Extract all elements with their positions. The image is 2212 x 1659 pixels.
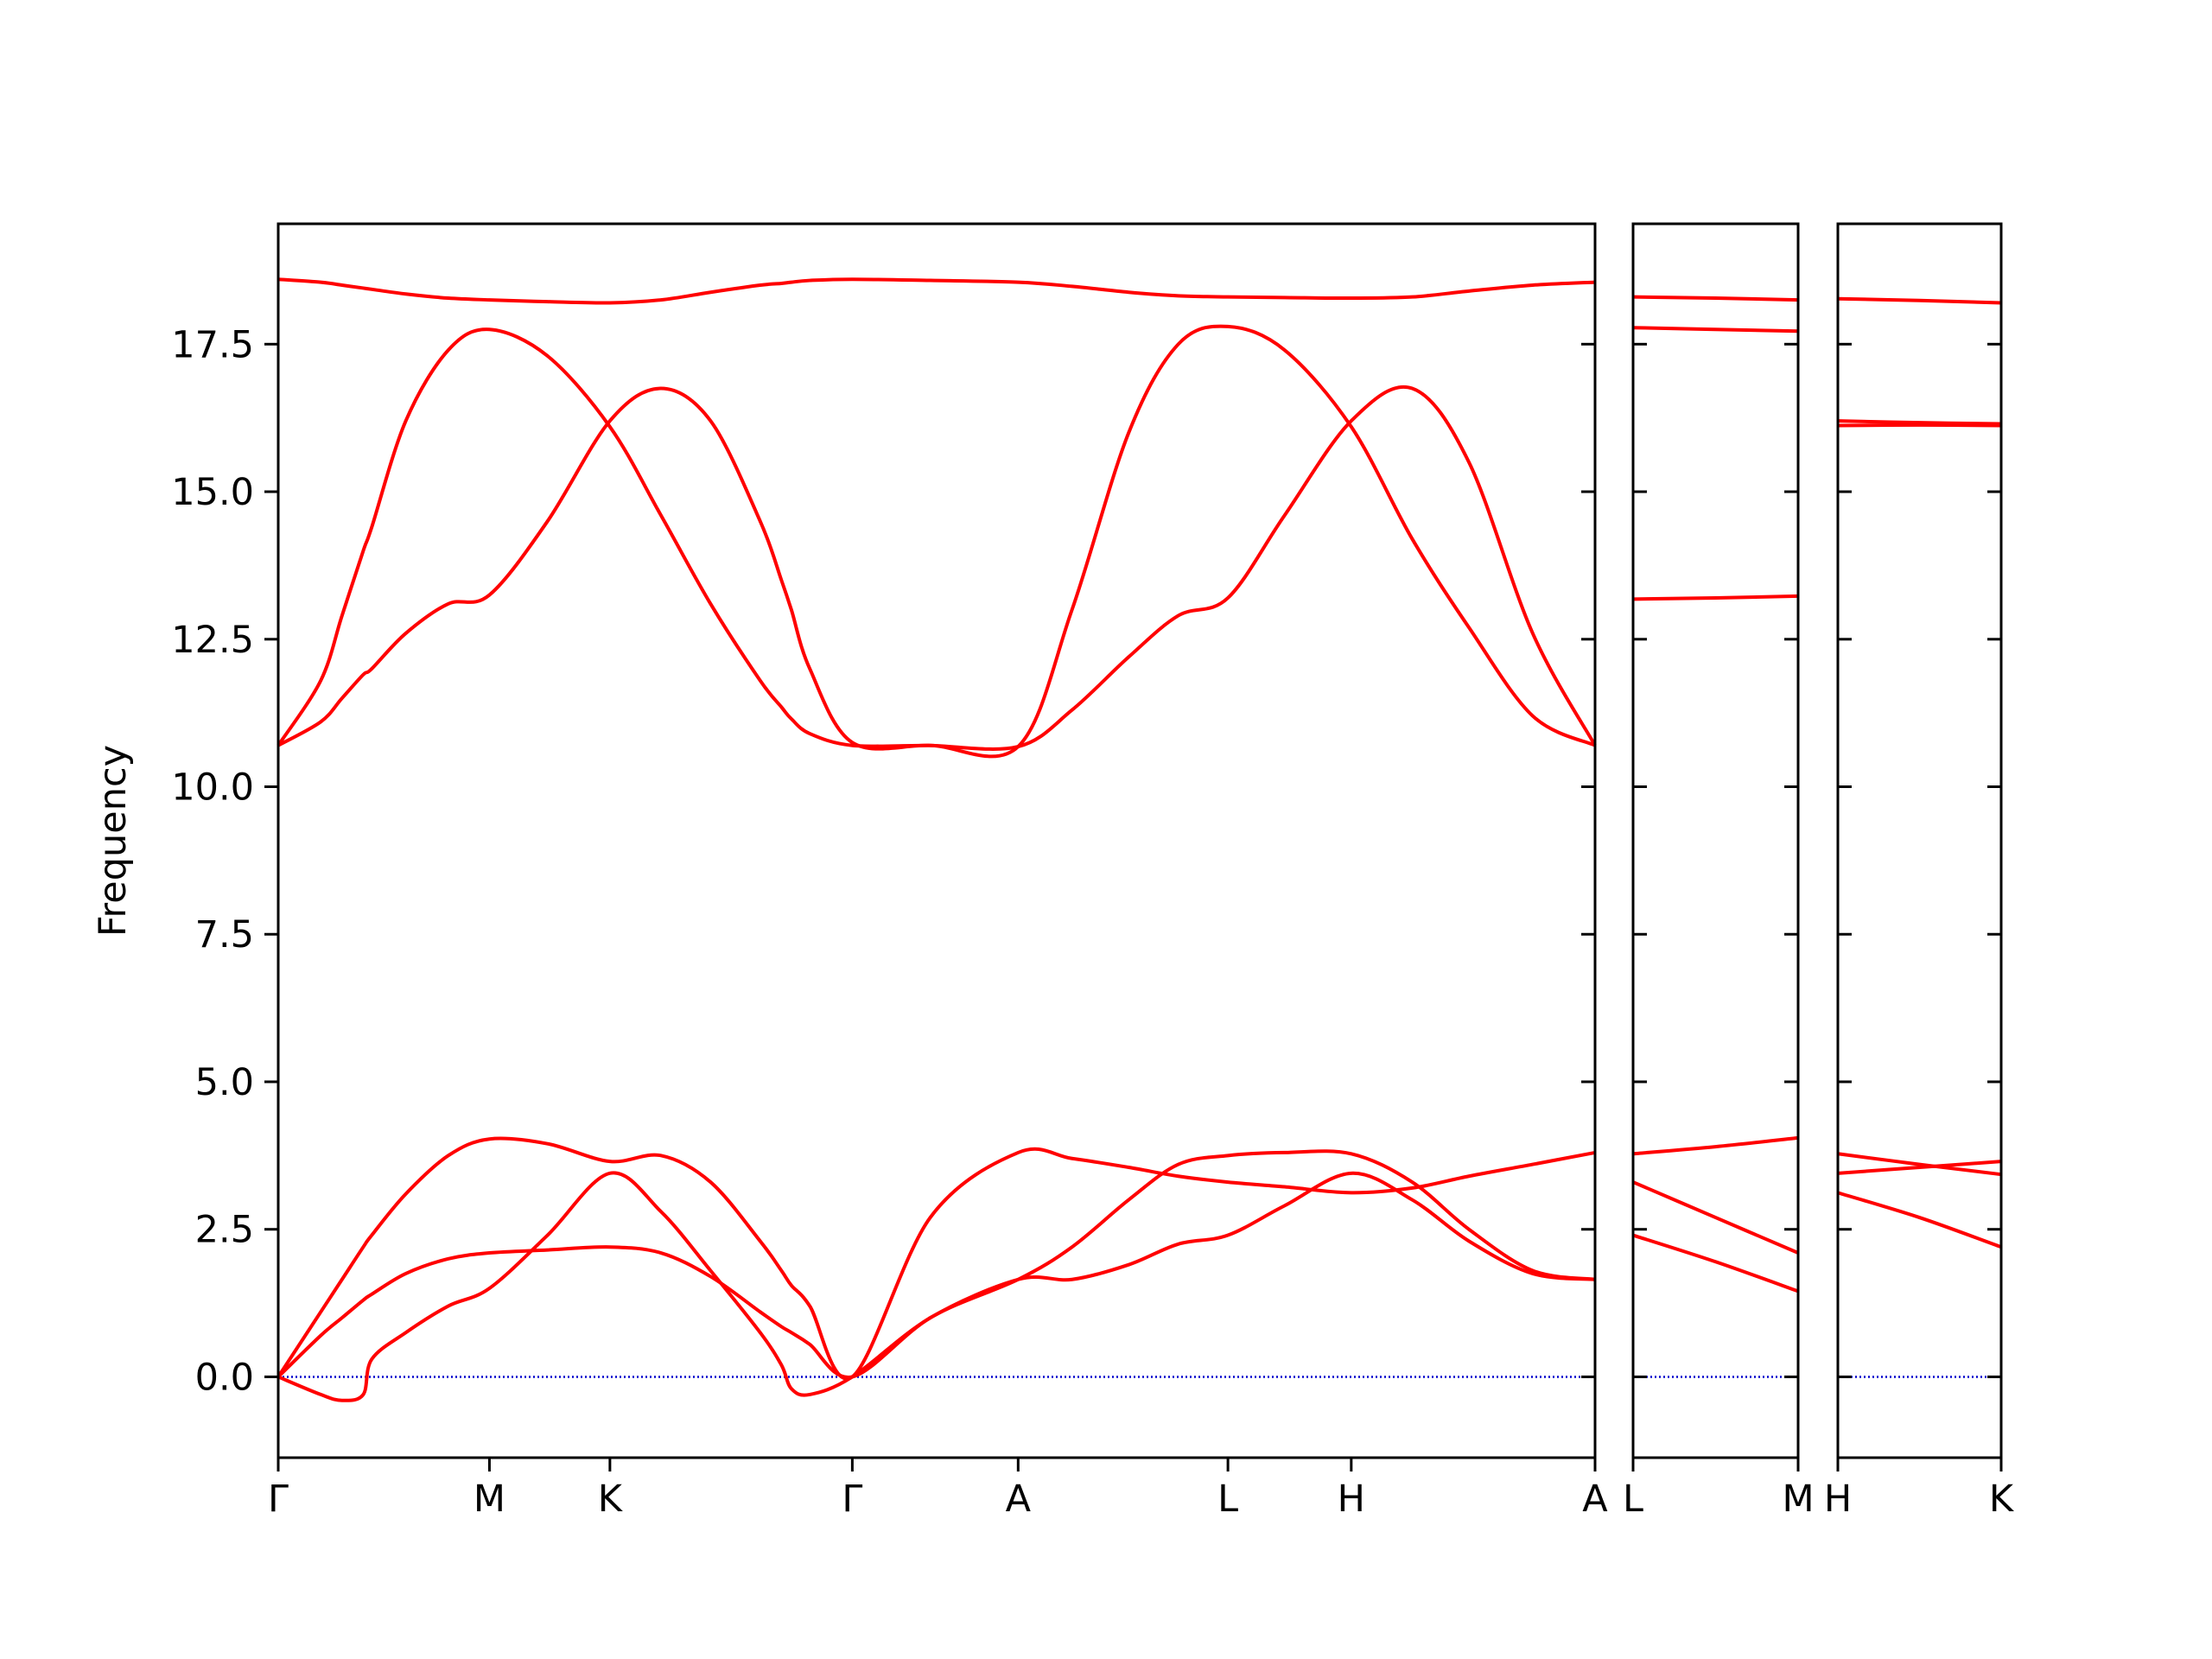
band-line (1632, 594, 1799, 601)
y-tick-label: 7.5 (195, 913, 254, 957)
y-tick-label: 10.0 (171, 766, 254, 810)
band-line (1632, 1180, 1799, 1255)
band-line (276, 324, 1596, 759)
band-line (1632, 295, 1799, 302)
x-tick-label: A (1006, 1478, 1032, 1521)
band-line (1837, 419, 2002, 426)
y-tick-label: 0.0 (195, 1356, 254, 1399)
x-tick-label: A (1582, 1478, 1608, 1521)
band-line (1837, 423, 2002, 428)
y-axis-label: Frequency (92, 745, 135, 937)
band-line (276, 1149, 1596, 1379)
y-tick-label: 12.5 (171, 619, 254, 662)
x-tick-label: K (598, 1478, 624, 1521)
band-line (1837, 1191, 2002, 1249)
band-line (1632, 1233, 1799, 1294)
x-tick-label: Γ (268, 1478, 289, 1521)
y-tick-label: 5.0 (195, 1061, 254, 1104)
plot-frame (1836, 222, 2003, 1459)
plot-frame (276, 222, 1597, 1459)
y-tick-label: 15.0 (171, 471, 254, 514)
x-tick-label: H (1338, 1478, 1365, 1521)
band-line (277, 385, 1597, 751)
x-tick-label: K (1989, 1478, 2015, 1521)
x-tick-label: Γ (842, 1478, 862, 1521)
band-line (1837, 1160, 2002, 1175)
band-line (1632, 1135, 1799, 1156)
y-tick-label: 2.5 (195, 1209, 254, 1252)
band-line (1837, 296, 2002, 305)
x-tick-label: L (1623, 1478, 1643, 1521)
x-tick-label: L (1217, 1478, 1238, 1521)
band-line (277, 1171, 1596, 1402)
band-line (277, 277, 1596, 305)
x-tick-label: M (1782, 1478, 1814, 1521)
band-line (1632, 326, 1799, 334)
x-tick-label: H (1824, 1478, 1852, 1521)
x-tick-label: M (474, 1478, 505, 1521)
band-line (1837, 1152, 2002, 1177)
plot-frame (1631, 222, 1800, 1459)
y-tick-label: 17.5 (171, 323, 254, 366)
band-line (276, 1136, 1596, 1381)
